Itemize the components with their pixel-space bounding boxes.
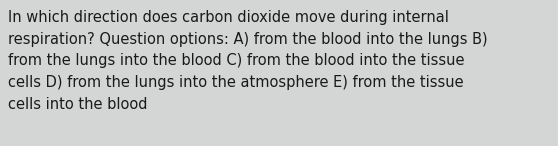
Text: In which direction does carbon dioxide move during internal
respiration? Questio: In which direction does carbon dioxide m… [8,10,488,112]
